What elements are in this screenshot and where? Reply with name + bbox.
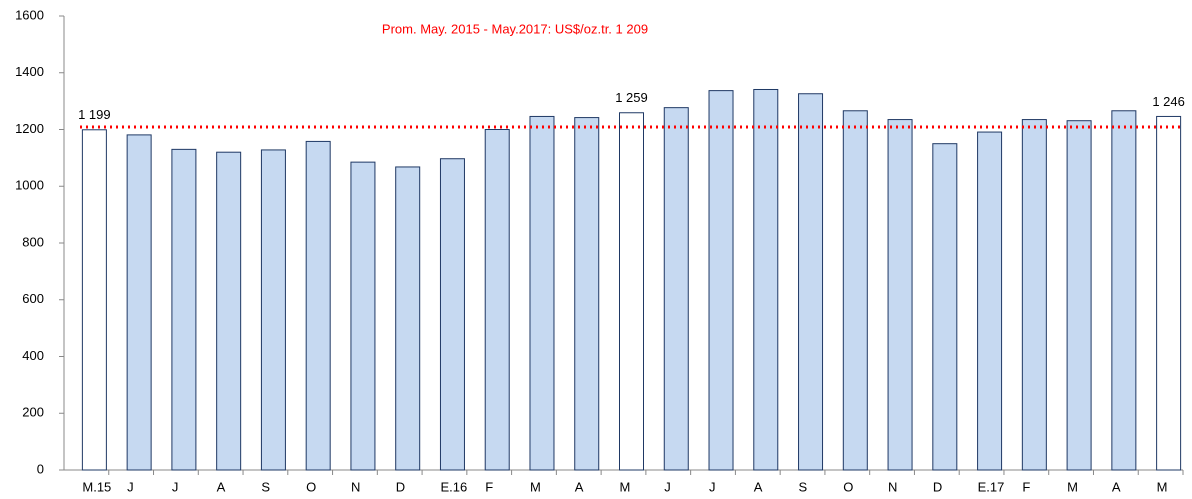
bar	[1021, 119, 1047, 471]
bar	[350, 161, 376, 471]
y-tick-label: 800	[22, 234, 44, 249]
x-tick-label: M.15	[82, 479, 111, 494]
x-tick-label: M	[1067, 479, 1078, 494]
x-tick-label: A	[754, 479, 763, 494]
bar	[1111, 110, 1137, 471]
bar	[81, 129, 107, 471]
bar	[439, 158, 465, 471]
y-tick-label: 200	[22, 405, 44, 420]
bar	[395, 166, 421, 471]
y-tick-label: 1000	[15, 178, 44, 193]
y-tick-label: 0	[37, 461, 44, 476]
y-tick-label: 1600	[15, 7, 44, 22]
x-tick-label: J	[172, 479, 179, 494]
bar	[932, 143, 958, 471]
bar	[977, 131, 1003, 471]
bar	[574, 117, 600, 471]
x-tick-label: F	[485, 479, 493, 494]
x-tick-label: E.16	[440, 479, 467, 494]
bar	[842, 110, 868, 471]
bar	[529, 115, 555, 471]
bar	[216, 151, 242, 471]
bar	[798, 93, 824, 471]
x-tick-label: D	[396, 479, 405, 494]
bar	[1066, 120, 1092, 471]
x-tick-label: D	[933, 479, 942, 494]
x-tick-label: J	[709, 479, 716, 494]
y-tick-label: 1400	[15, 64, 44, 79]
bar	[663, 107, 689, 471]
bar	[126, 134, 152, 471]
bar	[171, 148, 197, 471]
x-tick-label: M	[530, 479, 541, 494]
x-tick-label: J	[127, 479, 134, 494]
annotation: Prom. May. 2015 - May.2017: US$/oz.tr. 1…	[382, 21, 648, 36]
x-tick-label: E.17	[978, 479, 1005, 494]
x-tick-label: S	[261, 479, 270, 494]
bar	[887, 119, 913, 471]
value-label: 1 199	[78, 107, 111, 122]
y-tick-label: 600	[22, 291, 44, 306]
x-tick-label: A	[217, 479, 226, 494]
x-tick-label: A	[1112, 479, 1121, 494]
bar	[260, 149, 286, 471]
value-label: 1 246	[1152, 94, 1185, 109]
bar	[1156, 115, 1182, 471]
x-tick-label: S	[799, 479, 808, 494]
bar	[484, 129, 510, 471]
bar	[305, 140, 331, 471]
x-tick-label: F	[1022, 479, 1030, 494]
value-label: 1 259	[615, 90, 648, 105]
x-tick-label: O	[843, 479, 853, 494]
x-tick-label: N	[888, 479, 897, 494]
y-tick-label: 1200	[15, 121, 44, 136]
x-tick-label: N	[351, 479, 360, 494]
x-tick-label: M	[620, 479, 631, 494]
x-tick-label: M	[1157, 479, 1168, 494]
y-tick-label: 400	[22, 348, 44, 363]
x-tick-label: A	[575, 479, 584, 494]
bar	[708, 90, 734, 471]
bar	[753, 88, 779, 471]
bar	[619, 112, 644, 471]
x-tick-label: J	[664, 479, 671, 494]
x-tick-label: O	[306, 479, 316, 494]
